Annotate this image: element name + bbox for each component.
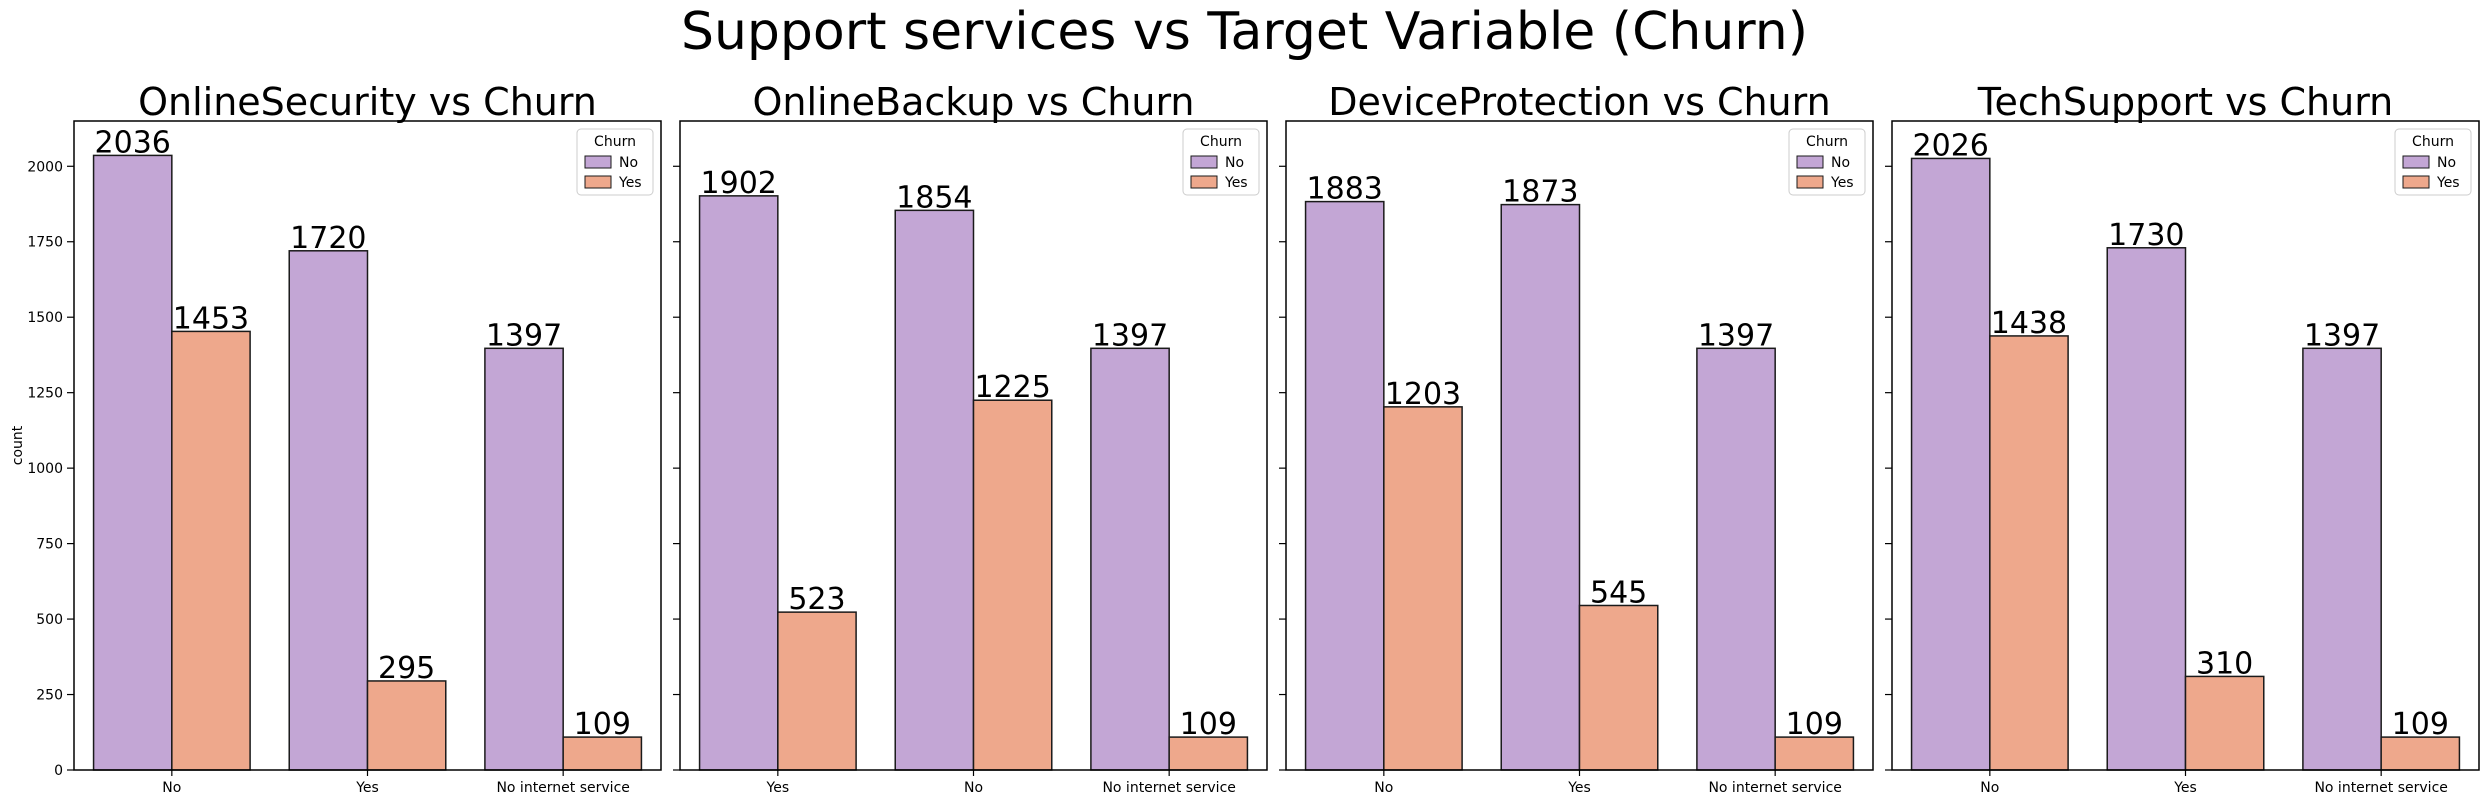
legend-label-yes: Yes [2436,175,2460,191]
legend-label-yes: Yes [618,175,642,191]
axes-frame [679,120,1268,771]
bar-value-label: 310 [2196,646,2253,681]
bar-value-label: 1720 [290,221,366,256]
bar-yes [2184,675,2265,771]
bar-no [1090,347,1170,771]
x-tick-label: No internet service [496,780,629,796]
axes-frame [1891,120,2480,771]
bar-value-label: 1902 [701,166,777,201]
legend-title: Churn [1200,134,1242,150]
y-tick-label: 250 [36,688,63,704]
panel-title: DeviceProtection vs Churn [1328,80,1830,124]
bar-value-label: 295 [378,651,435,686]
legend-label-no: No [619,155,638,171]
legend-label-yes: Yes [1224,175,1248,191]
x-tick-label: Yes [766,780,790,796]
bar-no [92,154,173,771]
x-tick-label: No internet service [1102,780,1235,796]
x-tick-label: Yes [355,780,379,796]
bar-no [1696,347,1776,771]
bar-value-label: 1397 [2304,318,2380,353]
legend-title: Churn [594,134,636,150]
y-tick-label: 1250 [27,386,63,402]
bar-no [1500,203,1581,771]
bar-value-label: 545 [1590,575,1647,610]
legend-label-no: No [1225,155,1244,171]
panel-title: OnlineSecurity vs Churn [138,80,597,124]
legend-swatch-no [1190,155,1218,169]
bar-value-label: 1225 [974,370,1050,405]
bar-value-label: 1883 [1307,172,1383,207]
bar-yes [1989,335,2069,771]
bar-yes [366,680,447,771]
panel-title: OnlineBackup vs Churn [752,80,1194,124]
bar-yes [972,399,1053,771]
bar-value-label: 1854 [896,180,972,215]
bar-no [698,195,779,771]
x-tick-label: No [1980,780,1999,796]
legend-swatch-no [2402,155,2430,169]
y-axis-label: count [10,425,26,465]
legend-title: Churn [2412,134,2454,150]
bar-yes [1383,406,1463,771]
bar-value-label: 1203 [1385,377,1461,412]
bar-yes [777,611,857,771]
bar-no [288,250,369,771]
y-tick-label: 750 [36,537,63,553]
bar-value-label: 1397 [1698,318,1774,353]
bar-value-label: 109 [2392,707,2449,742]
legend-swatch-no [584,155,612,169]
x-tick-label: No internet service [2314,780,2447,796]
bar-value-label: 1438 [1991,306,2067,341]
bar-no [484,347,564,771]
y-tick-label: 2000 [27,159,63,175]
legend-swatch-yes [1796,175,1824,189]
bar-value-label: 1730 [2108,218,2184,253]
bar-value-label: 1453 [173,301,249,336]
bar-value-label: 1397 [1092,318,1168,353]
bar-value-label: 109 [1786,707,1843,742]
bar-value-label: 1397 [486,318,562,353]
bar-yes [171,330,251,771]
y-tick-label: 500 [36,612,63,628]
bar-value-label: 2026 [1913,128,1989,163]
legend-label-no: No [1831,155,1850,171]
legend-title: Churn [1806,134,1848,150]
bar-value-label: 523 [788,582,845,617]
x-tick-label: No [964,780,983,796]
figure-title: Support services vs Target Variable (Chu… [680,2,1809,62]
y-tick-label: 0 [54,763,63,779]
y-tick-label: 1500 [27,310,63,326]
y-tick-label: 1750 [27,235,63,251]
legend-swatch-yes [1190,175,1218,189]
bar-yes [2380,736,2461,771]
panel-title: TechSupport vs Churn [1977,80,2394,124]
legend-label-yes: Yes [1830,175,1854,191]
axes-frame [73,120,662,771]
bar-no [1304,200,1385,771]
legend-swatch-no [1796,155,1824,169]
legend-swatch-yes [2402,175,2430,189]
bar-value-label: 2036 [95,125,171,160]
bar-no [894,209,975,771]
bar-value-label: 109 [574,707,631,742]
bar-no [2302,347,2382,771]
bar-value-label: 109 [1180,707,1237,742]
legend-label-no: No [2437,155,2456,171]
x-tick-label: No internet service [1708,780,1841,796]
legend-swatch-yes [584,175,612,189]
bar-no [2106,247,2187,771]
y-tick-label: 1000 [27,461,63,477]
bar-no [1910,157,1991,771]
x-tick-label: No [162,780,181,796]
x-tick-label: No [1374,780,1393,796]
x-tick-label: Yes [2173,780,2197,796]
bar-yes [1578,604,1659,771]
bar-value-label: 1873 [1502,175,1578,210]
axes-frame [1285,120,1874,771]
x-tick-label: Yes [1567,780,1591,796]
